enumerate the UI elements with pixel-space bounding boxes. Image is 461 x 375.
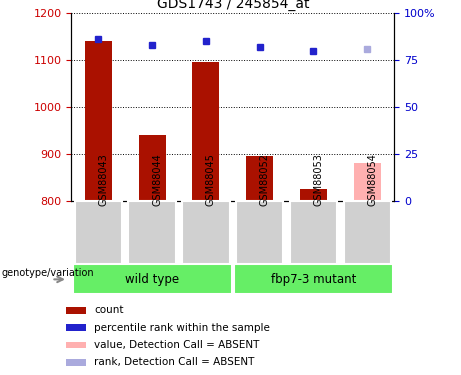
Bar (66, 324, 86, 331)
Text: genotype/variation: genotype/variation (1, 268, 94, 278)
Text: count: count (94, 305, 124, 315)
Text: wild type: wild type (125, 273, 179, 286)
FancyBboxPatch shape (75, 201, 122, 264)
FancyBboxPatch shape (129, 201, 176, 264)
Text: percentile rank within the sample: percentile rank within the sample (94, 323, 270, 333)
Bar (300, 189, 327, 201)
Text: value, Detection Call = ABSENT: value, Detection Call = ABSENT (94, 340, 260, 350)
FancyBboxPatch shape (290, 201, 337, 264)
FancyBboxPatch shape (182, 201, 230, 264)
Text: GSM88044: GSM88044 (152, 153, 162, 206)
FancyBboxPatch shape (236, 201, 284, 264)
Bar (66, 307, 86, 314)
Text: GSM88053: GSM88053 (313, 153, 324, 206)
Bar (139, 135, 165, 201)
Text: rank, Detection Call = ABSENT: rank, Detection Call = ABSENT (94, 357, 254, 368)
Bar (66, 359, 86, 366)
Bar (85, 41, 112, 201)
Text: GSM88052: GSM88052 (260, 153, 270, 206)
Bar (354, 163, 381, 201)
Bar (193, 62, 219, 201)
Text: GSM88054: GSM88054 (367, 153, 377, 206)
Bar (66, 342, 86, 348)
FancyBboxPatch shape (234, 264, 393, 294)
FancyBboxPatch shape (343, 201, 391, 264)
Bar (246, 156, 273, 201)
Title: GDS1743 / 245854_at: GDS1743 / 245854_at (157, 0, 309, 11)
FancyBboxPatch shape (72, 264, 232, 294)
Text: fbp7-3 mutant: fbp7-3 mutant (271, 273, 356, 286)
Text: GSM88043: GSM88043 (98, 153, 108, 206)
Text: GSM88045: GSM88045 (206, 153, 216, 206)
